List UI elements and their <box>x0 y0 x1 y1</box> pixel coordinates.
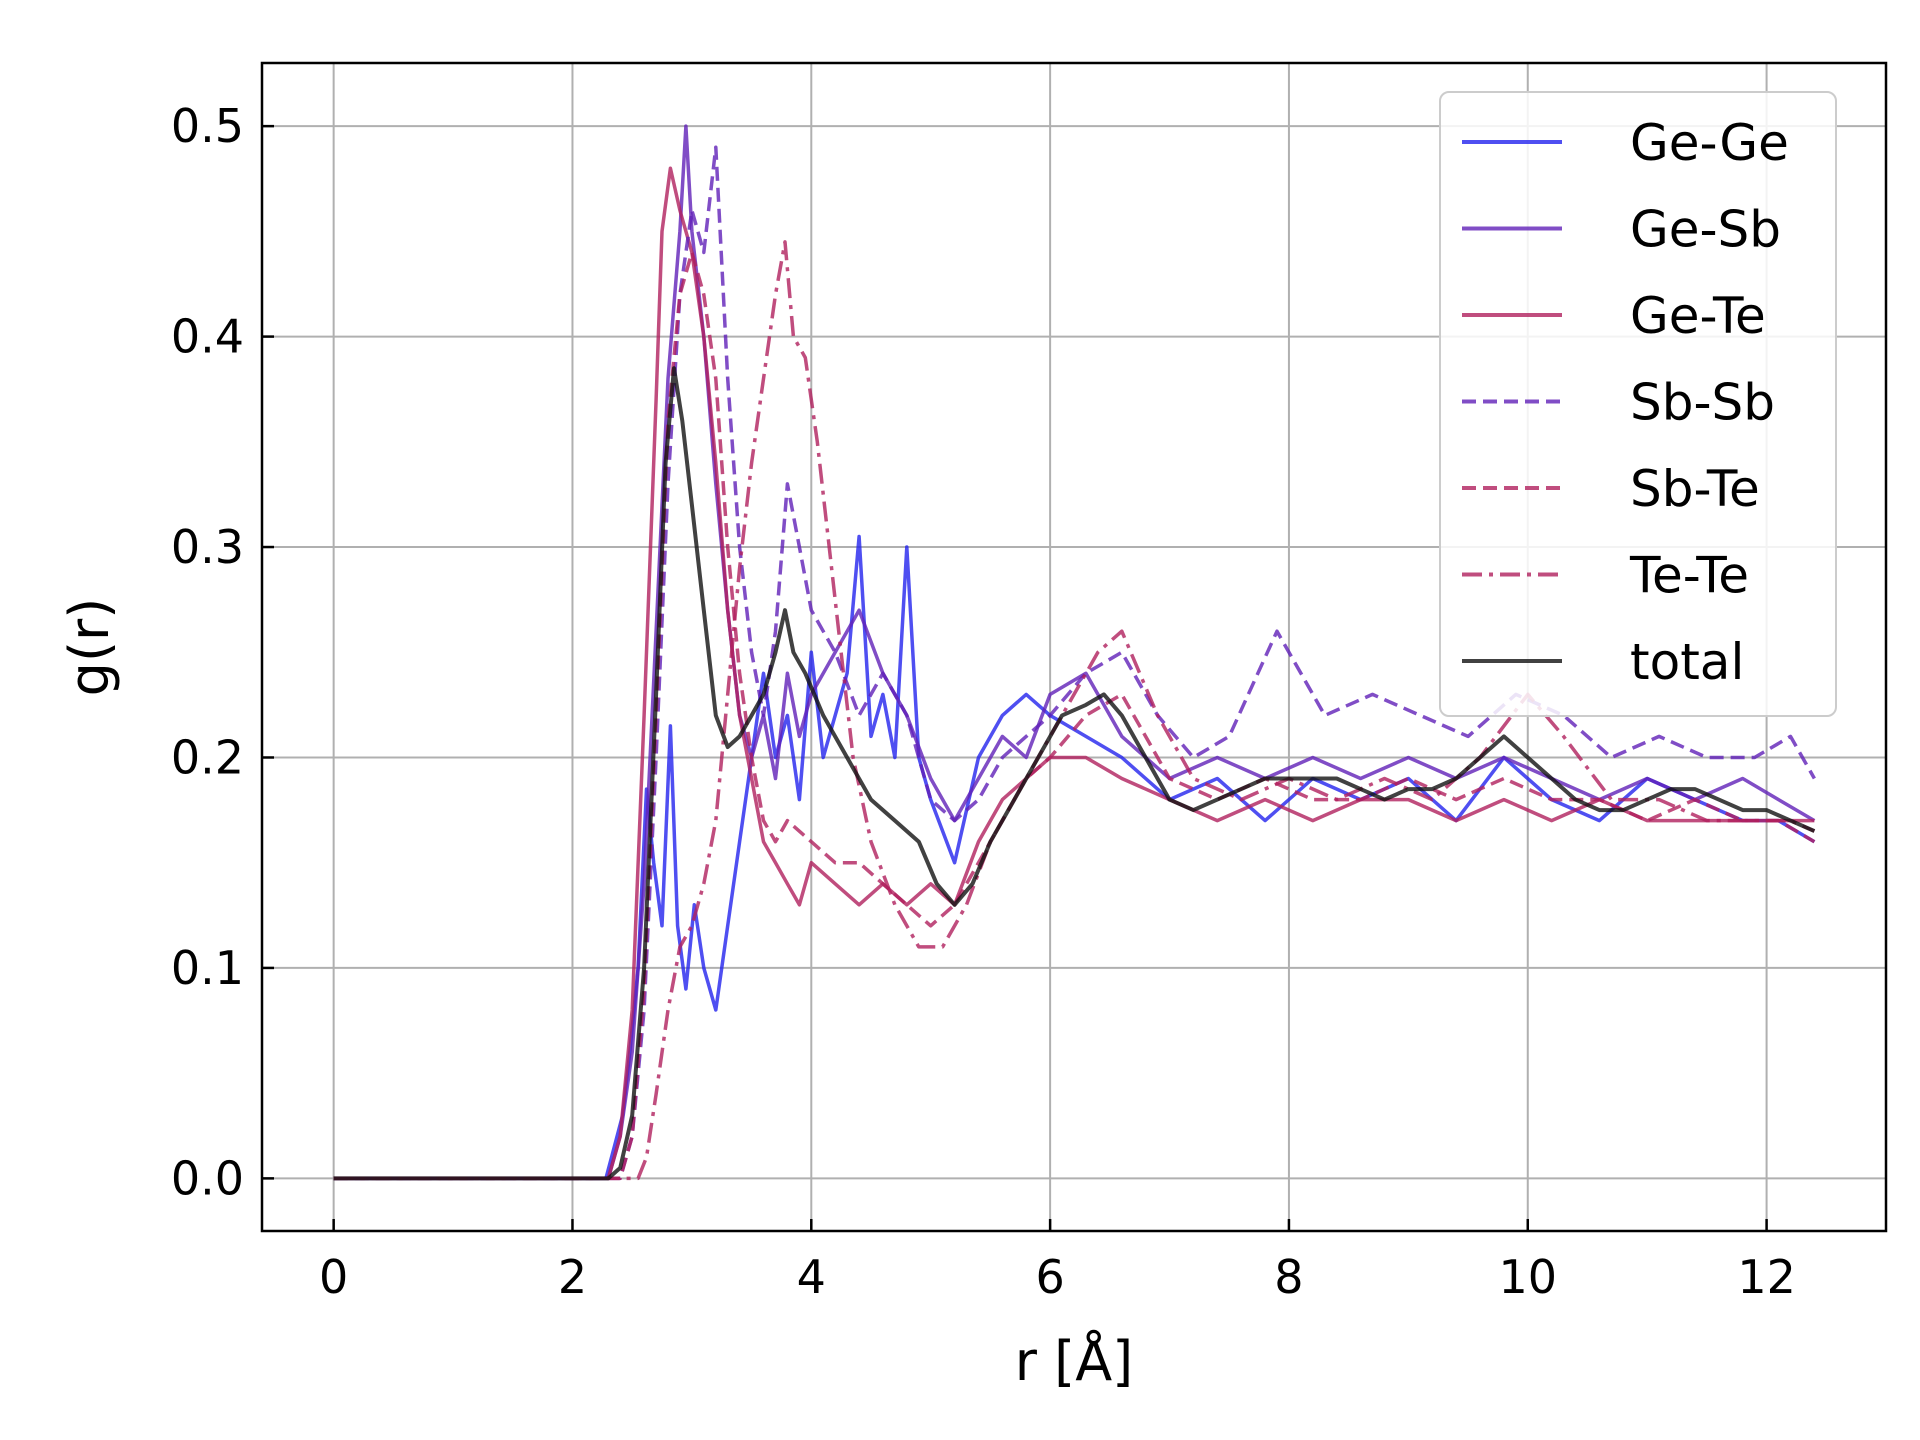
legend-entry-label: Sb-Te <box>1630 460 1760 518</box>
x-axis-label: r [Å] <box>1015 1329 1133 1393</box>
series-line-te-te <box>333 240 1816 1181</box>
y-tick-label: 0.2 <box>171 730 244 784</box>
x-tick-label: 10 <box>1498 1250 1557 1304</box>
y-tick-label: 0.1 <box>171 941 244 995</box>
y-axis-label: g(r) <box>58 598 121 697</box>
y-tick-label: 0.3 <box>171 520 244 574</box>
series-line-total <box>333 366 1816 1181</box>
legend-entry-label: Te-Te <box>1629 547 1749 605</box>
series-line-ge-te <box>333 166 1815 1181</box>
legend-entry-label: total <box>1630 633 1744 691</box>
y-tick-label: 0.4 <box>171 310 244 364</box>
plot-frame <box>260 61 1888 1233</box>
y-tick-label: 0.0 <box>171 1151 244 1205</box>
series-group <box>333 124 1816 1181</box>
legend-entry-label: Ge-Ge <box>1630 114 1789 172</box>
legend-entry-label: Ge-Te <box>1630 287 1766 345</box>
x-tick-label: 6 <box>1035 1250 1064 1304</box>
x-tick-label: 2 <box>558 1250 587 1304</box>
series-line-ge-ge <box>333 534 1816 1181</box>
x-tick-label: 0 <box>319 1250 348 1304</box>
series-line-sb-te <box>333 250 1816 1181</box>
axis-ticks: 0 2 4 6 8 10 12 0.0 0.1 0.2 0.3 0.4 0.5 <box>171 99 1796 1304</box>
series-line-sb-sb <box>333 145 1816 1181</box>
x-tick-label: 12 <box>1737 1250 1796 1304</box>
legend-frame <box>1439 91 1837 717</box>
legend: Ge-Ge Ge-Sb Ge-Te Sb-Sb Sb-Te Te-Te total <box>1439 91 1837 717</box>
y-tick-label: 0.5 <box>171 99 244 153</box>
legend-entry-label: Sb-Sb <box>1630 374 1775 432</box>
x-tick-label: 8 <box>1274 1250 1303 1304</box>
x-tick-label: 4 <box>797 1250 826 1304</box>
legend-entry-label: Ge-Sb <box>1630 201 1781 259</box>
